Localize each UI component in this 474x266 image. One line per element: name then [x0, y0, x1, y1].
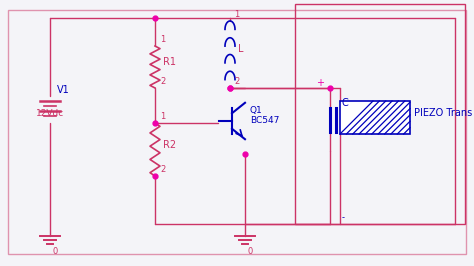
Text: 2: 2: [160, 165, 165, 174]
Text: V1: V1: [57, 85, 70, 95]
Text: -: -: [342, 213, 345, 222]
Text: 2: 2: [160, 77, 165, 86]
Text: 1: 1: [160, 35, 165, 44]
Text: C: C: [342, 98, 349, 107]
Text: BC547: BC547: [250, 116, 279, 125]
Text: PIEZO Trans: PIEZO Trans: [414, 107, 472, 118]
Text: +: +: [316, 78, 324, 88]
Text: 2: 2: [234, 77, 239, 86]
Text: 1: 1: [234, 10, 239, 19]
Text: L: L: [238, 44, 244, 55]
Text: 0: 0: [53, 247, 58, 256]
Text: 1: 1: [160, 112, 165, 121]
Text: 0: 0: [248, 247, 253, 256]
Text: R1: R1: [163, 57, 176, 67]
Text: R2: R2: [163, 139, 176, 149]
Text: 12Vdc: 12Vdc: [36, 109, 64, 118]
Text: Q1: Q1: [250, 106, 263, 115]
Bar: [340, 101, 410, 134]
Bar: [295, 4, 465, 224]
